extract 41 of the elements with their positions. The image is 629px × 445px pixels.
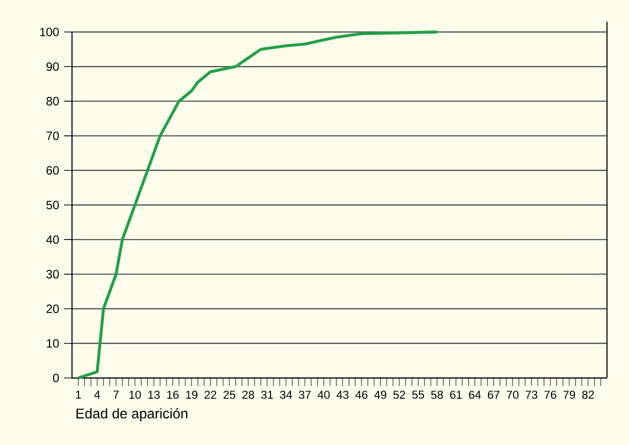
y-tick-label: 40 <box>46 235 59 244</box>
x-tick-label: 61 <box>450 390 462 399</box>
x-tick-label: 73 <box>526 390 538 399</box>
x-tick-label: 82 <box>582 390 594 399</box>
x-axis-title: Edad de aparición <box>76 408 188 422</box>
y-tick-label: 50 <box>46 200 59 210</box>
x-tick-label: 67 <box>488 390 500 399</box>
x-tick-label: 46 <box>355 390 368 399</box>
y-tick-label: 0 <box>53 374 59 382</box>
x-tick-label: 31 <box>261 390 273 399</box>
x-tick-label: 58 <box>431 390 443 399</box>
x-tick-label: 1 <box>76 390 81 399</box>
y-tick-label: 10 <box>46 339 59 348</box>
x-tick-label: 16 <box>167 390 179 399</box>
y-tick-label: 80 <box>46 96 59 106</box>
x-tick-label: 25 <box>224 390 236 399</box>
x-tick-label: 4 <box>94 390 100 399</box>
y-tick-label: 90 <box>46 62 59 71</box>
x-tick-label: 52 <box>393 390 406 399</box>
y-tick-label: 100 <box>40 28 59 36</box>
x-tick-label: 10 <box>129 390 141 399</box>
x-tick-label: 55 <box>412 390 424 399</box>
line-series <box>76 30 439 380</box>
x-tick-label: 22 <box>204 390 216 399</box>
x-tick-label: 13 <box>148 390 160 399</box>
x-tick-label: 37 <box>298 390 311 399</box>
x-tick-label: 40 <box>318 390 330 399</box>
x-tick-label: 43 <box>336 390 349 399</box>
x-tick-label: 64 <box>469 390 481 399</box>
x-tick-label: 49 <box>374 390 386 399</box>
x-tick-label: 19 <box>186 390 198 399</box>
x-tick-label: 76 <box>544 390 556 399</box>
y-tick-label: 60 <box>46 166 59 175</box>
x-tick-label: 34 <box>280 390 292 399</box>
y-tick-label: 70 <box>46 132 59 140</box>
x-tick-label: 70 <box>506 390 518 399</box>
x-tick-label: 28 <box>242 390 254 399</box>
y-tick-label: 20 <box>46 304 59 314</box>
y-tick-label: 30 <box>46 270 59 278</box>
x-tick-label: 79 <box>563 390 576 399</box>
x-tick-label: 7 <box>113 390 119 399</box>
